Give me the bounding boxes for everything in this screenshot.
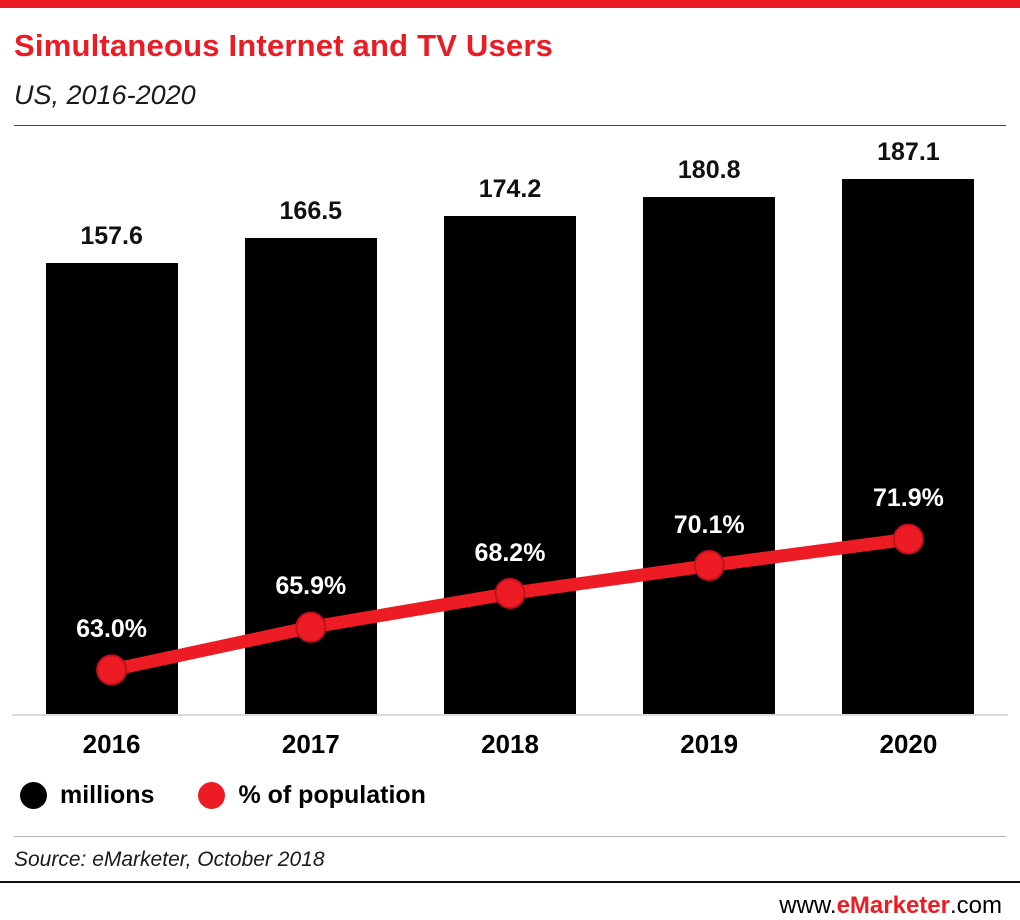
- bar-line-chart: 157.6 166.5 174.2 180.8 187.1 63.0% 65.9% 68.2%…: [12, 126, 1008, 716]
- x-axis-label-2020: 2020: [879, 729, 938, 759]
- top-accent-bar: [0, 0, 1020, 8]
- line-point: [494, 577, 526, 609]
- percent-line-layer: [96, 523, 924, 686]
- line-point: [96, 654, 128, 686]
- legend-divider: [14, 836, 1006, 837]
- percent-label: 68.2%: [474, 538, 546, 567]
- bar-2020: [842, 179, 975, 714]
- legend-swatch-icon: [198, 781, 226, 809]
- bar-value-label: 157.6: [80, 222, 143, 251]
- x-axis: 2016 2017 2018 2019 2020: [12, 716, 1008, 760]
- line-point: [693, 550, 725, 582]
- footer: www.eMarketer.com: [0, 883, 1020, 920]
- legend-swatch-icon: [20, 781, 47, 809]
- footer-www: www.: [779, 892, 837, 919]
- chart-header: Simultaneous Internet and TV Users US, 2…: [0, 8, 1020, 111]
- bar-value-label: 187.1: [877, 138, 940, 166]
- legend-item: millions: [20, 781, 154, 810]
- bar-value-label: 180.8: [677, 156, 741, 184]
- percent-label: 71.9%: [872, 484, 944, 513]
- footer-divider: [0, 881, 1020, 883]
- chart-subtitle: US, 2016-2020: [14, 80, 196, 110]
- x-axis-label-2019: 2019: [680, 729, 739, 759]
- legend-label: millions: [60, 780, 155, 809]
- line-point: [892, 523, 924, 555]
- percent-label: 70.1%: [673, 510, 745, 539]
- x-axis-label-2018: 2018: [481, 729, 539, 759]
- x-axis-label-2016: 2016: [82, 729, 141, 759]
- bar-2016: [45, 263, 178, 714]
- legend: millions % of population: [20, 780, 1020, 810]
- bar-value-label: 166.5: [279, 196, 343, 225]
- legend-item: % of population: [198, 780, 426, 810]
- percent-label: 65.9%: [275, 572, 347, 601]
- source-note: Source: eMarketer, October 2018: [14, 848, 325, 871]
- bar-value-label: 174.2: [478, 174, 542, 203]
- legend-label: % of population: [238, 780, 426, 809]
- header-divider: [14, 125, 1006, 126]
- footer-com: .com: [949, 892, 1002, 919]
- x-axis-label-2017: 2017: [281, 729, 340, 759]
- bar-2018: [444, 215, 576, 714]
- percent-label: 63.0%: [76, 614, 148, 643]
- footer-brand: eMarketer: [836, 892, 950, 919]
- line-point: [295, 611, 327, 643]
- bar-2019: [643, 197, 776, 714]
- chart-title: Simultaneous Internet and TV Users: [14, 28, 554, 63]
